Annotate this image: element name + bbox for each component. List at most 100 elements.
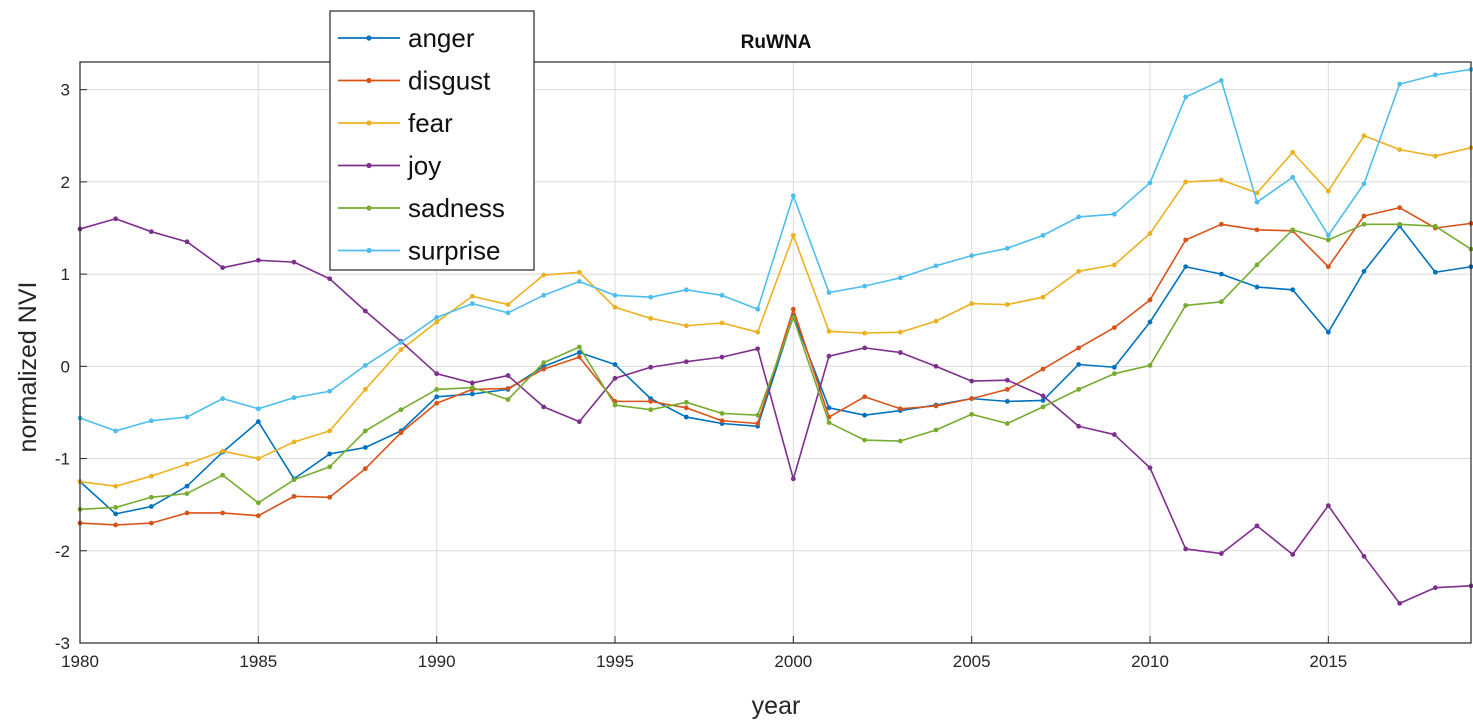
data-point-joy [1004,377,1010,383]
data-point-fear [148,473,154,479]
data-point-joy [1218,551,1224,556]
data-point-surprise [969,253,975,259]
series-line-anger [79,225,1472,515]
data-point-sadness [362,428,368,434]
data-point-joy [1290,552,1296,557]
data-point-disgust [1218,221,1224,227]
data-point-disgust [291,493,297,499]
data-point-surprise [897,275,903,281]
data-point-fear [469,293,475,299]
data-point-surprise [755,306,761,312]
data-point-surprise [1361,181,1367,187]
data-point-surprise [505,310,511,316]
legend-marker [366,162,372,169]
data-point-anger [612,362,618,367]
data-point-joy [291,259,297,265]
data-point-anger [469,391,475,397]
data-point-sadness [1325,237,1331,243]
data-point-fear [576,269,582,275]
series-lines [77,66,1473,606]
data-point-joy [755,346,761,352]
data-point-joy [362,308,368,314]
data-point-joy [1183,546,1189,552]
data-point-joy [576,419,582,425]
legend-item-surprise: surprise [338,236,500,266]
data-point-disgust [1397,205,1403,211]
data-point-fear [291,439,297,445]
data-point-fear [1111,262,1117,268]
data-point-sadness [576,344,582,350]
data-point-joy [541,404,547,410]
data-point-fear [505,302,511,307]
data-point-disgust [1325,264,1331,270]
data-point-anger [327,451,333,457]
data-point-surprise [469,301,475,307]
data-point-fear [1325,188,1331,194]
data-point-joy [1361,553,1367,559]
data-point-surprise [1432,72,1438,78]
legend-marker [366,77,372,84]
data-point-sadness [1218,299,1224,305]
data-point-joy [184,239,190,245]
data-point-fear [719,320,725,326]
tick-labels: 1980 1985 1990 1995 2000 2005 2010 2015 -3 -2 -1 0 1… [55,81,1347,671]
data-point-sadness [790,315,796,320]
x-tick-label: 1980 [61,652,99,671]
data-point-sadness [1432,223,1438,229]
data-point-joy [1147,465,1153,471]
data-point-joy [612,375,618,381]
legend-label: disgust [408,66,491,96]
data-point-anger [1147,319,1153,325]
data-point-anger [1432,269,1438,275]
data-point-disgust [1147,297,1153,303]
data-point-sadness [541,360,547,366]
y-tick-label: 2 [61,173,70,192]
grid-lines [79,62,1471,644]
data-point-joy [1325,503,1331,508]
data-point-fear [434,319,440,325]
data-point-fear [1218,177,1224,183]
data-point-sadness [648,407,654,413]
data-point-sadness [327,464,333,470]
legend-label: joy [407,151,441,181]
data-point-sadness [755,412,761,418]
data-point-sadness [933,427,939,433]
data-point-disgust [790,306,796,312]
series-line-joy [79,217,1472,605]
data-point-surprise [790,193,796,199]
data-point-disgust [969,396,975,402]
data-point-joy [648,364,654,370]
plot-area-border [79,61,1472,644]
data-point-surprise [541,292,547,298]
data-point-joy [1397,600,1403,606]
data-point-joy [255,257,261,263]
data-point-anger [683,414,689,420]
data-point-fear [362,386,368,392]
data-point-anger [826,405,832,411]
data-point-fear [541,272,547,278]
data-point-disgust [327,494,333,500]
data-point-disgust [862,394,868,400]
data-point-surprise [1111,211,1117,217]
data-point-sadness [255,500,261,506]
data-point-anger [862,412,868,418]
data-point-sadness [1040,404,1046,410]
y-tick-label: 0 [61,357,70,376]
data-point-surprise [1076,214,1082,220]
data-point-fear [969,301,975,307]
data-point-anger [1183,264,1189,270]
data-point-surprise [1040,232,1046,238]
data-point-surprise [1147,180,1153,186]
data-point-sadness [1254,262,1260,268]
data-point-fear [1361,133,1367,139]
data-point-sadness [719,410,725,416]
data-point-fear [1147,231,1153,236]
data-point-disgust [505,386,511,391]
data-point-fear [612,304,618,310]
data-point-sadness [220,472,226,478]
data-point-sadness [1397,221,1403,227]
data-point-anger [1290,287,1296,293]
legend-marker [366,247,372,254]
x-tick-label: 2010 [1131,652,1169,671]
